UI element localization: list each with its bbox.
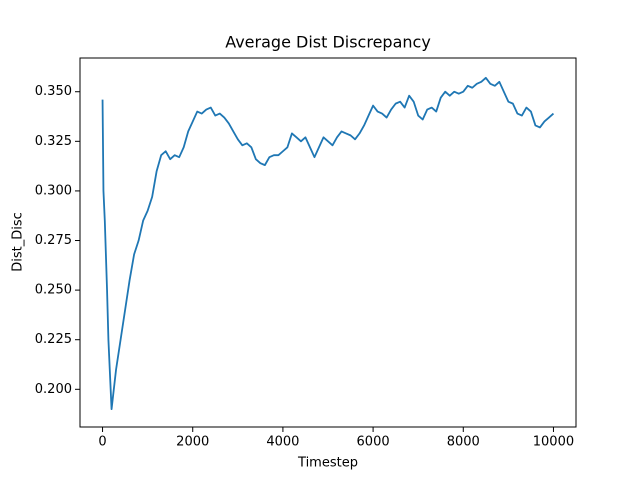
y-tick-label: 0.350 [35, 84, 72, 99]
y-tick-label: 0.300 [35, 183, 72, 198]
y-tick-label: 0.325 [35, 134, 72, 149]
y-tick-label: 0.250 [35, 283, 72, 298]
x-axis-label: Timestep [297, 456, 358, 471]
y-tick-label: 0.225 [35, 332, 72, 347]
x-tick-label: 0 [98, 435, 106, 450]
data-line [101, 76, 555, 411]
y-tick-label: 0.200 [35, 382, 72, 397]
y-tick-label: 0.275 [35, 233, 72, 248]
x-tick-label: 6000 [357, 435, 390, 450]
x-tick-label: 10000 [533, 435, 574, 450]
chart-title: Average Dist Discrepancy [225, 33, 431, 52]
x-tick-label: 2000 [176, 435, 209, 450]
x-tick-label: 4000 [266, 435, 299, 450]
plot-frame [79, 57, 577, 428]
y-axis-label: Dist_Disc [11, 212, 26, 272]
x-tick-label: 8000 [447, 435, 480, 450]
